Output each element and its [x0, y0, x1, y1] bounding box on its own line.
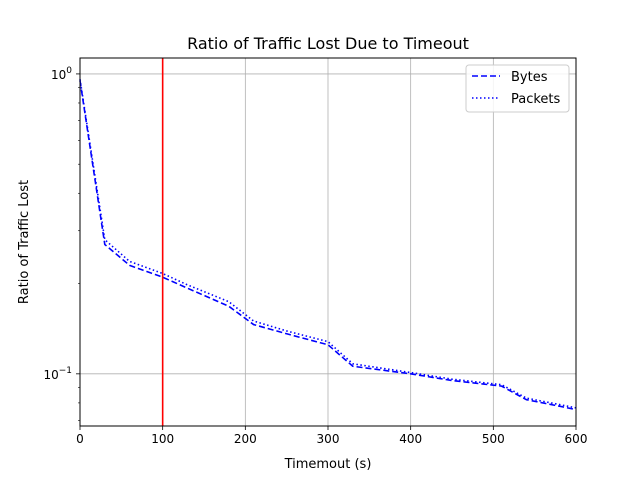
x-tick-label: 0: [76, 432, 84, 446]
plot-lines: [79, 58, 577, 426]
legend-label-packets: Packets: [511, 92, 561, 107]
x-tick-label: 200: [234, 432, 257, 446]
x-tick-label: 100: [151, 432, 174, 446]
y-tick-label: 100: [51, 66, 72, 82]
x-tick-label: 300: [317, 432, 340, 446]
chart-title: Ratio of Traffic Lost Due to Timeout: [187, 34, 469, 53]
x-axis-label: Timemout (s): [284, 457, 372, 472]
x-tick-label: 400: [399, 432, 422, 446]
y-tick-label-exponent: −1: [59, 366, 72, 376]
series-line-bytes: [79, 80, 577, 411]
y-tick-label-exponent: 0: [66, 66, 72, 76]
legend-label-bytes: Bytes: [511, 70, 548, 85]
series-line-packets: [79, 79, 577, 409]
y-tick-label-base: 10: [43, 368, 58, 382]
x-tick-label: 500: [482, 432, 505, 446]
y-tick-label-base: 10: [51, 68, 66, 82]
y-tick-label: 10−1: [43, 366, 72, 382]
y-axis-label: Ratio of Traffic Lost: [17, 180, 32, 304]
grid: [79, 58, 577, 426]
legend: Bytes Packets: [465, 64, 570, 113]
x-tick-label: 600: [565, 432, 588, 446]
